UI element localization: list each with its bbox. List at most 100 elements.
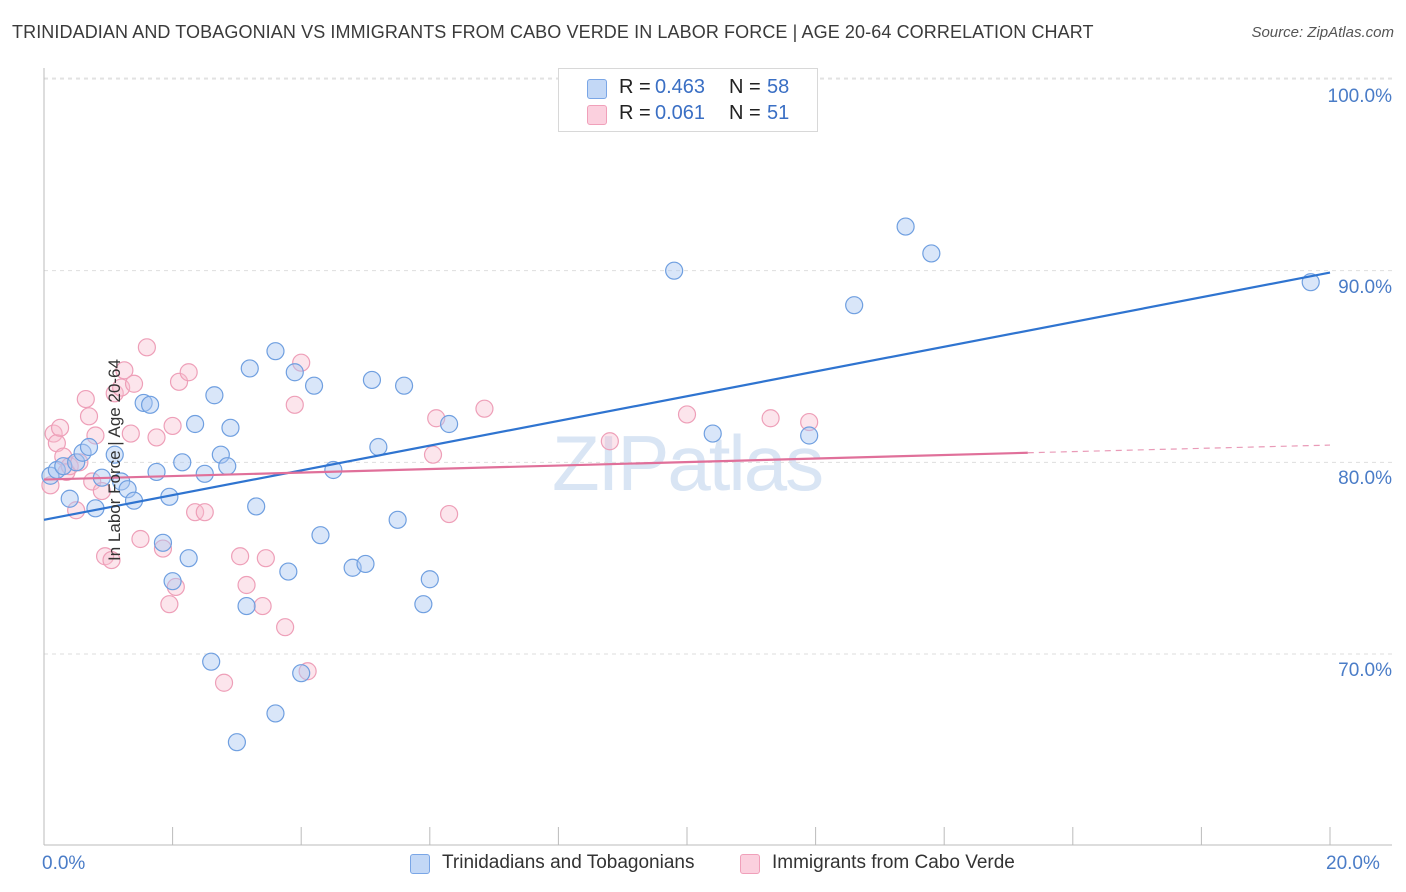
point-trinidadian bbox=[266, 342, 285, 361]
point-cabo-verde bbox=[179, 363, 198, 382]
point-trinidadian bbox=[394, 376, 414, 395]
legend-n-value-a: 58 bbox=[767, 76, 790, 98]
point-cabo-verde bbox=[102, 550, 121, 570]
point-trinidadian bbox=[153, 533, 173, 552]
bottom-legend-label-b: Immigrants from Cabo Verde bbox=[772, 852, 1015, 873]
correlation-legend: R = 0.463 N = 58 R = 0.061 N = 51 bbox=[558, 68, 818, 132]
point-trinidadian bbox=[266, 704, 285, 723]
point-cabo-verde bbox=[50, 418, 70, 437]
point-cabo-verde bbox=[79, 407, 99, 426]
point-cabo-verde bbox=[76, 389, 95, 409]
point-trinidadian bbox=[414, 595, 433, 614]
point-cabo-verde bbox=[600, 432, 619, 451]
legend-row-series-a: R = 0.463 N = 58 bbox=[559, 76, 817, 102]
point-cabo-verde bbox=[92, 481, 111, 501]
point-trinidadian bbox=[60, 489, 79, 508]
point-trinidadian bbox=[665, 261, 684, 280]
point-trinidadian bbox=[105, 445, 124, 464]
bottom-legend-swatch-a bbox=[410, 854, 430, 874]
point-cabo-verde bbox=[137, 338, 156, 357]
point-trinidadian bbox=[218, 457, 237, 476]
bottom-legend-swatch-b bbox=[740, 854, 760, 874]
point-cabo-verde bbox=[276, 618, 295, 637]
legend-swatch-series-a bbox=[587, 79, 607, 99]
point-cabo-verde bbox=[253, 596, 272, 616]
point-trinidadian bbox=[362, 370, 382, 390]
point-cabo-verde bbox=[285, 395, 304, 414]
point-trinidadian bbox=[356, 554, 375, 574]
point-cabo-verde bbox=[677, 405, 697, 424]
point-cabo-verde bbox=[439, 504, 459, 524]
legend-r-value-a: 0.463 bbox=[655, 76, 706, 98]
point-trinidadian bbox=[211, 445, 230, 464]
point-cabo-verde bbox=[186, 503, 205, 522]
point-trinidadian bbox=[179, 549, 198, 568]
watermark-atlas: atlas bbox=[667, 419, 824, 507]
point-cabo-verde bbox=[256, 549, 275, 568]
point-trinidadian bbox=[221, 418, 240, 437]
point-trinidadian bbox=[388, 510, 407, 529]
point-cabo-verde bbox=[121, 424, 140, 443]
point-cabo-verde bbox=[169, 372, 189, 391]
point-trinidadian bbox=[118, 480, 137, 499]
point-trinidadian bbox=[420, 570, 439, 589]
point-trinidadian bbox=[237, 596, 256, 616]
point-trinidadian bbox=[163, 572, 182, 591]
point-trinidadian bbox=[240, 359, 259, 378]
point-trinidadian bbox=[147, 462, 166, 482]
point-trinidadian bbox=[140, 395, 160, 414]
legend-row-series-b: R = 0.061 N = 51 bbox=[559, 102, 817, 128]
point-cabo-verde bbox=[131, 529, 150, 549]
point-trinidadian bbox=[304, 376, 324, 395]
point-trinidadian bbox=[67, 453, 86, 472]
point-cabo-verde bbox=[147, 428, 166, 447]
point-trinidadian bbox=[227, 733, 246, 752]
legend-r-value-b: 0.061 bbox=[655, 102, 706, 124]
point-trinidadian bbox=[134, 393, 153, 413]
point-cabo-verde bbox=[163, 416, 182, 436]
y-tick-label: 80.0% bbox=[1338, 468, 1392, 489]
point-cabo-verde bbox=[214, 673, 234, 692]
y-axis-label: In Labor Force | Age 20-64 bbox=[104, 359, 124, 561]
point-cabo-verde bbox=[292, 353, 311, 372]
legend-r-label: R = bbox=[619, 76, 651, 98]
legend-n-label: N = bbox=[729, 102, 761, 124]
chart-source: Source: ZipAtlas.com bbox=[1251, 24, 1394, 41]
x-tick-label-max: 20.0% bbox=[1326, 853, 1380, 874]
point-trinidadian bbox=[800, 426, 819, 445]
point-cabo-verde bbox=[115, 361, 134, 380]
legend-swatch-series-b bbox=[587, 105, 607, 125]
y-tick-label: 90.0% bbox=[1338, 277, 1392, 298]
legend-n-value-b: 51 bbox=[767, 102, 790, 124]
point-trinidadian bbox=[922, 244, 941, 263]
y-tick-label: 70.0% bbox=[1338, 660, 1392, 681]
point-trinidadian bbox=[703, 424, 722, 443]
point-trinidadian bbox=[186, 414, 205, 434]
point-cabo-verde bbox=[298, 662, 317, 681]
point-trinidadian bbox=[285, 363, 304, 382]
point-cabo-verde bbox=[800, 412, 819, 432]
point-cabo-verde bbox=[195, 503, 214, 522]
trendline-cabo-verde-extension bbox=[1027, 444, 1331, 454]
point-trinidadian bbox=[202, 652, 221, 671]
point-cabo-verde bbox=[124, 374, 144, 393]
point-cabo-verde bbox=[423, 445, 443, 464]
point-cabo-verde bbox=[86, 426, 105, 445]
point-trinidadian bbox=[845, 296, 864, 315]
point-trinidadian bbox=[79, 437, 99, 457]
point-trinidadian bbox=[205, 386, 224, 405]
legend-r-label: R = bbox=[619, 102, 651, 124]
point-cabo-verde bbox=[237, 575, 256, 595]
point-trinidadian bbox=[369, 437, 388, 457]
point-trinidadian bbox=[439, 414, 459, 434]
point-trinidadian bbox=[896, 217, 915, 236]
point-cabo-verde bbox=[160, 595, 179, 614]
chart-title: TRINIDADIAN AND TOBAGONIAN VS IMMIGRANTS… bbox=[12, 22, 1094, 42]
point-cabo-verde bbox=[475, 399, 494, 418]
point-trinidadian bbox=[195, 464, 214, 483]
point-trinidadian bbox=[173, 453, 192, 472]
point-cabo-verde bbox=[41, 476, 60, 495]
point-cabo-verde bbox=[761, 409, 780, 428]
y-tick-label: 100.0% bbox=[1327, 86, 1392, 107]
